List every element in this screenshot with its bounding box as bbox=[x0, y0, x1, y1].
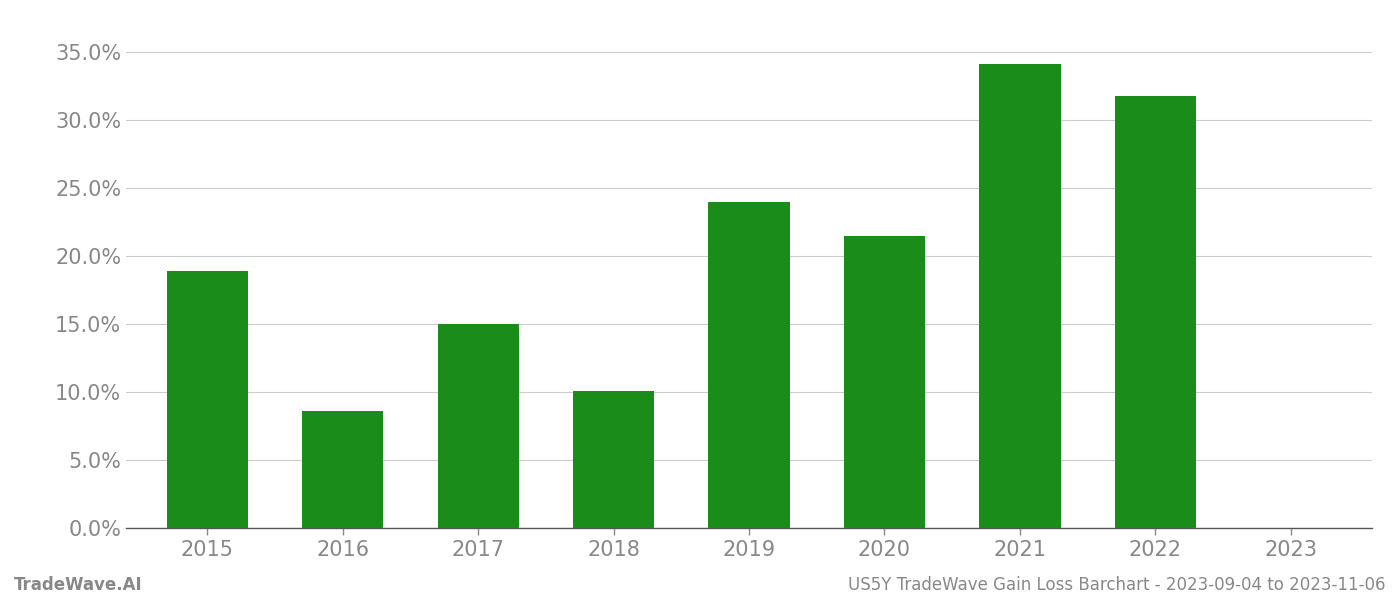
Bar bbox=[708, 202, 790, 528]
Bar bbox=[167, 271, 248, 528]
Bar bbox=[979, 64, 1061, 528]
Bar bbox=[302, 411, 384, 528]
Bar bbox=[844, 236, 925, 528]
Bar bbox=[437, 324, 519, 528]
Text: US5Y TradeWave Gain Loss Barchart - 2023-09-04 to 2023-11-06: US5Y TradeWave Gain Loss Barchart - 2023… bbox=[848, 576, 1386, 594]
Bar bbox=[573, 391, 654, 528]
Bar bbox=[1114, 95, 1196, 528]
Text: TradeWave.AI: TradeWave.AI bbox=[14, 576, 143, 594]
